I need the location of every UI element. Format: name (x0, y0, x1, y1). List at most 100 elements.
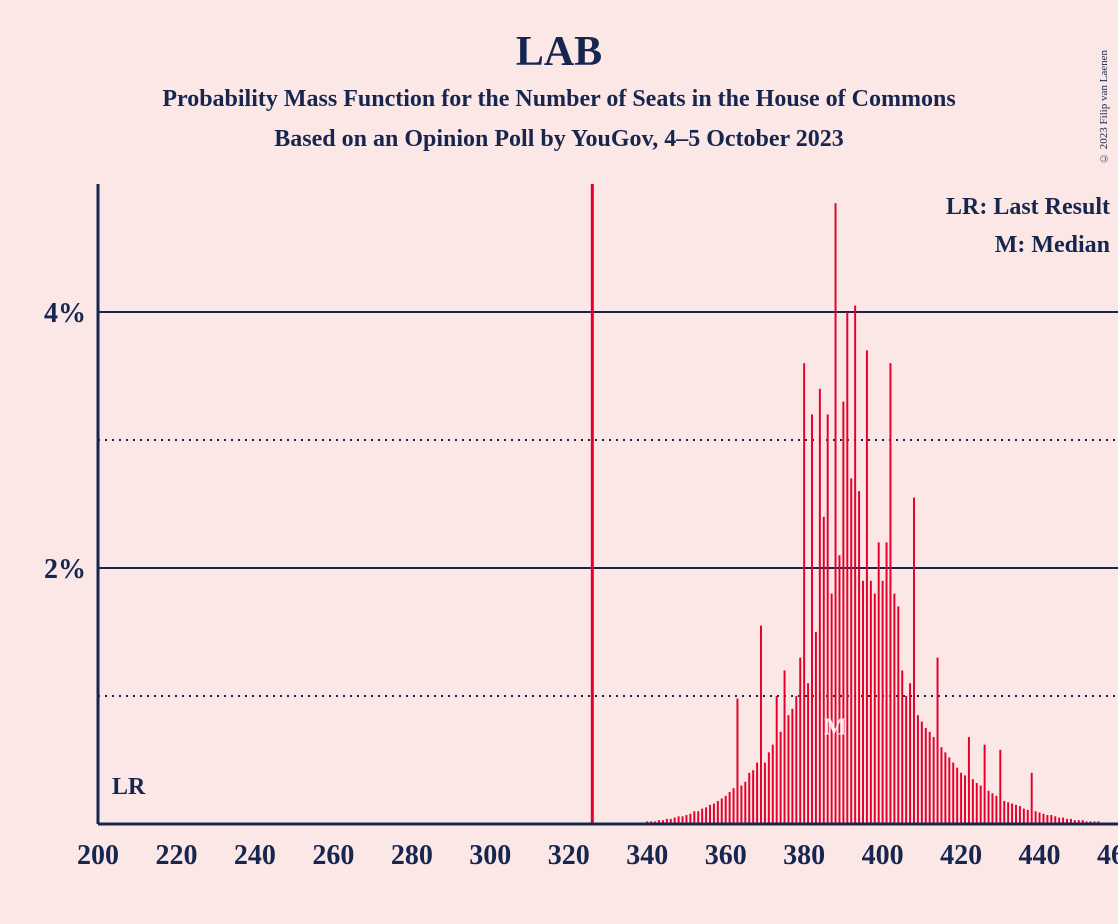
histogram-bar (787, 715, 789, 824)
histogram-bar (733, 788, 735, 824)
histogram-bar (940, 747, 942, 824)
x-tick-label: 340 (626, 840, 668, 871)
histogram-bar (705, 807, 707, 824)
histogram-bar (709, 805, 711, 824)
histogram-bar (874, 594, 876, 824)
histogram-bar (1031, 773, 1033, 824)
histogram-bar (1035, 811, 1037, 824)
histogram-bar (929, 732, 931, 824)
histogram-bar (862, 581, 864, 824)
histogram-bar (886, 542, 888, 824)
histogram-bar (729, 792, 731, 824)
histogram-bar (988, 791, 990, 824)
histogram-bar (740, 786, 742, 824)
histogram-bar (866, 350, 868, 824)
histogram-bar (999, 750, 1001, 824)
x-tick-label: 460 (1097, 840, 1118, 871)
histogram-bar (858, 491, 860, 824)
histogram-bar (882, 581, 884, 824)
histogram-bar (1042, 814, 1044, 824)
x-tick-label: 420 (940, 840, 982, 871)
histogram-bar (944, 752, 946, 824)
x-tick-label: 380 (783, 840, 825, 871)
histogram-bar (991, 793, 993, 824)
histogram-bar (980, 786, 982, 824)
histogram-bar (972, 779, 974, 824)
median-marker: M (824, 714, 847, 740)
histogram-bar (870, 581, 872, 824)
histogram-bar (995, 796, 997, 824)
histogram-bar (952, 763, 954, 824)
legend-last-result: LR: Last Result (946, 194, 1110, 220)
histogram-bar (725, 796, 727, 824)
histogram-bar (811, 414, 813, 824)
histogram-bar (831, 594, 833, 824)
x-tick-label: 400 (862, 840, 904, 871)
last-result-marker: LR (112, 774, 146, 800)
histogram-bar (917, 715, 919, 824)
histogram-bar (901, 670, 903, 824)
legend-median: M: Median (995, 232, 1110, 258)
histogram-bar (713, 804, 715, 824)
y-tick-label: 4% (44, 298, 86, 329)
x-tick-label: 240 (234, 840, 276, 871)
histogram-bar (701, 809, 703, 824)
histogram-bar (925, 728, 927, 824)
histogram-bar (905, 696, 907, 824)
x-tick-label: 200 (77, 840, 119, 871)
histogram-bar (838, 555, 840, 824)
histogram-bar (756, 763, 758, 824)
histogram-bar (968, 737, 970, 824)
chart-svg: 2%4%200220240260280300320340360380400420… (0, 0, 1118, 924)
histogram-bar (889, 363, 891, 824)
chart-plot-area: 2%4%200220240260280300320340360380400420… (0, 0, 1118, 924)
histogram-bar (921, 722, 923, 824)
histogram-bar (964, 775, 966, 824)
x-tick-label: 440 (1019, 840, 1061, 871)
histogram-bar (768, 752, 770, 824)
histogram-bar (913, 498, 915, 824)
histogram-bar (697, 811, 699, 824)
histogram-bar (1019, 806, 1021, 824)
histogram-bar (744, 782, 746, 824)
x-tick-label: 320 (548, 840, 590, 871)
histogram-bar (772, 745, 774, 824)
histogram-bar (1003, 801, 1005, 824)
histogram-bar (842, 402, 844, 824)
histogram-bar (784, 670, 786, 824)
histogram-bar (960, 773, 962, 824)
histogram-bar (976, 783, 978, 824)
histogram-bar (780, 732, 782, 824)
histogram-bar (752, 770, 754, 824)
histogram-bar (937, 658, 939, 824)
histogram-bar (846, 312, 848, 824)
histogram-bar (819, 389, 821, 824)
histogram-bar (776, 696, 778, 824)
histogram-bar (1023, 809, 1025, 824)
histogram-bar (760, 626, 762, 824)
histogram-bar (736, 699, 738, 824)
histogram-bar (933, 737, 935, 824)
histogram-bar (689, 814, 691, 824)
histogram-bar (893, 594, 895, 824)
histogram-bar (803, 363, 805, 824)
x-tick-label: 220 (155, 840, 197, 871)
histogram-bar (854, 306, 856, 824)
y-tick-label: 2% (44, 554, 86, 585)
histogram-bar (764, 763, 766, 824)
histogram-bar (878, 542, 880, 824)
histogram-bar (717, 801, 719, 824)
histogram-bar (1015, 805, 1017, 824)
x-tick-label: 360 (705, 840, 747, 871)
x-tick-label: 300 (469, 840, 511, 871)
histogram-bar (1011, 804, 1013, 824)
histogram-bar (721, 798, 723, 824)
histogram-bar (748, 773, 750, 824)
histogram-bar (815, 632, 817, 824)
histogram-bar (1027, 810, 1029, 824)
histogram-bar (948, 757, 950, 824)
histogram-bar (795, 696, 797, 824)
histogram-bar (850, 478, 852, 824)
histogram-bar (823, 517, 825, 824)
x-tick-label: 280 (391, 840, 433, 871)
